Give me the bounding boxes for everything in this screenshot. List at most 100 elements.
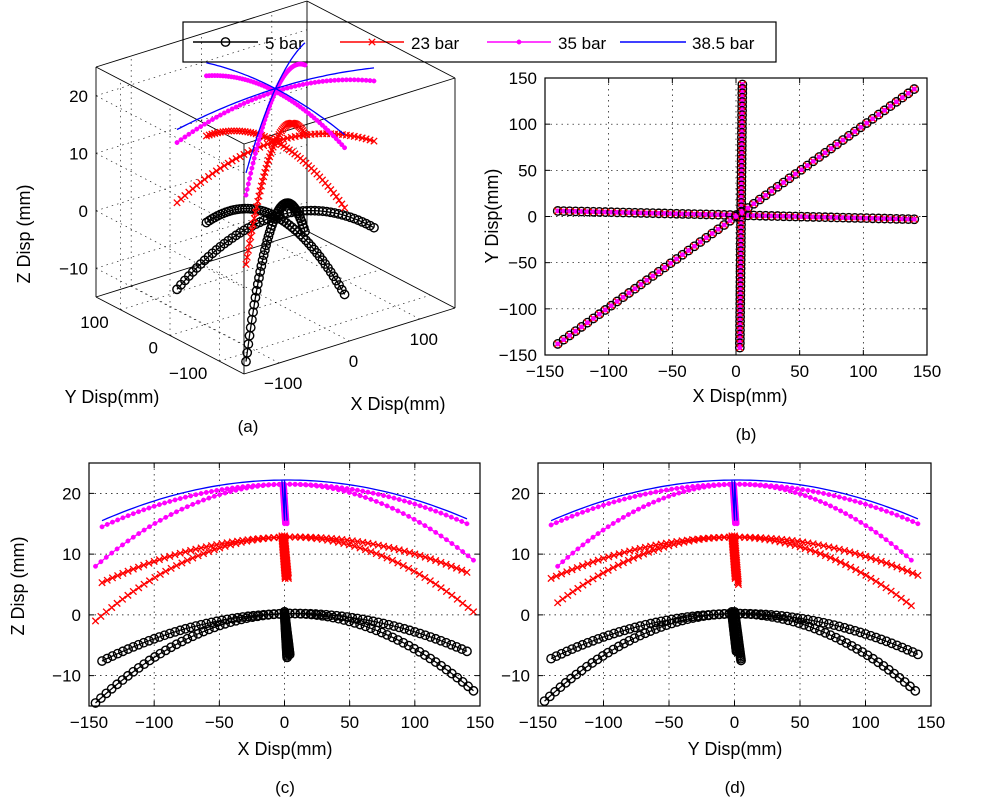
panel-c-series-2-curve-1-pt-58 xyxy=(406,513,412,519)
panel-c-series-2-curve-1-pt-36 xyxy=(287,481,293,487)
panel-a-series-0-sweep-2-pt-16 xyxy=(259,245,270,255)
panel-d-series-1-curve-1-pt-19 xyxy=(649,546,658,555)
panel-d-series-0-curve-0-pt-16 xyxy=(630,622,640,633)
panel-d-series-1-curve-1-pt-57 xyxy=(842,560,850,569)
panel-c-series-2-curve-1-pt-29 xyxy=(249,484,255,490)
panel-c-series-0-curve-0-pt-0 xyxy=(97,656,107,666)
panel-c-series-1-curve-1-pt-10 xyxy=(145,577,154,585)
panel-b-line-2-dot-28 xyxy=(721,222,727,228)
panel-d-series-2-curve-0-pt-23 xyxy=(669,486,675,492)
panel-d-series-0-curve-1-pt-30 xyxy=(698,611,709,622)
panel-d-series-2-curve-0-pt-49 xyxy=(805,487,811,493)
panel-a-ztick-label-3: 20 xyxy=(69,87,88,106)
panel-b-line-0-circle-60 xyxy=(909,214,920,225)
panel-b-line-2-dot-42 xyxy=(804,163,810,168)
panel-c-series-2-curve-0-pt-47 xyxy=(344,486,350,492)
panel-c-series-2-curve-1-pt-65 xyxy=(444,537,449,543)
panel-c-series-0-curve-1-pt-0 xyxy=(90,698,101,708)
panel-d-series-2-curve-1-pt-69 xyxy=(903,553,909,559)
panel-c-series-2-curve-1-pt-15 xyxy=(174,509,179,515)
panel-c-series-1-curve-0-pt-58 xyxy=(400,547,409,555)
panel-c-series-1-curve-1-pt-6 xyxy=(124,591,132,599)
panel-d-series-2-curve-1-pt-19 xyxy=(651,499,657,505)
panel-c-series-0-curve-1-pt-14 xyxy=(166,642,177,653)
panel-c-series-0-curve-1-pt-32 xyxy=(263,609,274,620)
panel-b-line-1-dot-60 xyxy=(737,345,743,351)
panel-c-series-1-curve-1-pt-26 xyxy=(232,539,240,548)
panel-d-series-1-curve-0-pt-7 xyxy=(584,560,592,568)
panel-c-series-2-curve-0-pt-50 xyxy=(360,488,366,494)
panel-d-xtick-label-3: 0 xyxy=(730,713,739,732)
panel-d-xtick-label-0: −150 xyxy=(519,713,557,732)
panel-a-ytick-label-0: −100 xyxy=(169,364,207,383)
panel-d-series-1-curve-1-pt-52 xyxy=(816,550,825,558)
panel-c-series-0-curve-2-pt-57 xyxy=(284,649,295,660)
panel-d-series-1-curve-1-pt-51 xyxy=(811,548,820,556)
panel-d-series-2-curve-1-pt-15 xyxy=(630,509,636,515)
panel-c-series-1-curve-1-pt-2 xyxy=(102,608,110,616)
panel-d-series-1-curve-0-pt-13 xyxy=(615,550,623,558)
panel-c-series-0-curve-1-pt-24 xyxy=(220,618,231,629)
panel-d-series-2-curve-0-pt-63 xyxy=(878,506,884,512)
panel-b-line-2-dot-43 xyxy=(810,158,816,164)
panel-d-series-2-curve-1-pt-31 xyxy=(711,483,717,489)
panel-d-series-2-curve-0-pt-20 xyxy=(653,489,659,495)
panel-d-series-0-curve-0-pt-12 xyxy=(609,628,619,639)
panel-d-series-2-curve-0-pt-56 xyxy=(842,495,847,501)
panel-a-series-1-sweep-2-pt-0 xyxy=(242,260,250,269)
panel-d-series-1-curve-1-pt-6 xyxy=(584,578,592,586)
panel-d-xtick-label-5: 100 xyxy=(851,713,879,732)
panel-d-series-2-curve-0-pt-62 xyxy=(873,505,879,511)
panel-c-series-2-curve-0-pt-13 xyxy=(167,498,173,504)
panel-d-series-0-curve-1-pt-55 xyxy=(830,632,841,643)
panel-d-series-2-curve-1-pt-65 xyxy=(883,537,889,543)
panel-b-line-2-dot-2 xyxy=(567,332,573,338)
panel-c-series-0-curve-0-pt-65 xyxy=(435,635,446,646)
panel-c-series-0-curve-0-pt-3 xyxy=(112,648,123,659)
panel-c-series-2-curve-1-pt-31 xyxy=(260,483,266,489)
panel-c-series-0-curve-1-pt-25 xyxy=(225,617,236,628)
panel-c-series-1-curve-1-pt-69 xyxy=(464,603,472,612)
panel-c-series-2-curve-0-pt-67 xyxy=(448,514,454,520)
panel-d-series-0-curve-0-pt-62 xyxy=(871,632,881,643)
panel-c-series-1-curve-1-pt-65 xyxy=(442,587,451,596)
panel-a-series-2-sweep-2-pt-2 xyxy=(245,181,251,187)
panel-d-series-2-curve-0-pt-67 xyxy=(899,514,905,520)
panel-c-series-1-curve-1-pt-17 xyxy=(183,556,191,565)
panel-d-series-2-curve-0-pt-64 xyxy=(884,508,889,514)
panel-a-series-0-sweep-1-pt-12 xyxy=(306,241,317,252)
panel-a-xgrid-floor-2 xyxy=(271,241,420,320)
panel-a-series-0-sweep-2-pt-8 xyxy=(250,292,261,303)
panel-c-series-2-curve-1-pt-21 xyxy=(206,495,212,501)
panel-c-series-1-curve-1-pt-48 xyxy=(351,542,359,551)
panel-c-series-0-curve-1-pt-45 xyxy=(333,613,344,624)
panel-d-series-2-curve-0-pt-60 xyxy=(863,501,868,507)
panel-c-series-0-curve-1-pt-48 xyxy=(349,617,360,628)
panel-b-xtick-label-4: 50 xyxy=(790,362,809,381)
panel-d-series-2-curve-0-pt-55 xyxy=(836,494,842,500)
panel-c-series-1-curve-1-pt-1 xyxy=(97,612,105,621)
panel-c-series-1-curve-0-pt-7 xyxy=(134,563,143,571)
panel-c-series-1-curve-0-pt-64 xyxy=(432,556,440,565)
panel-d-series-1-curve-1-pt-48 xyxy=(796,543,804,551)
panel-d-series-0-curve-0-pt-67 xyxy=(897,642,908,653)
panel-d-series-2-curve-1-pt-32 xyxy=(716,482,722,488)
panel-c-ytick-label-3: 20 xyxy=(62,484,81,503)
panel-b-line-2-dot-44 xyxy=(816,154,822,160)
panel-c-series-0-curve-0-pt-7 xyxy=(133,639,144,650)
panel-c-series-0-curve-1-pt-27 xyxy=(236,614,247,625)
panel-d-series-1-curve-0-pt-9 xyxy=(594,556,602,564)
panel-c-ylabel: Z Disp (mm) xyxy=(8,537,28,636)
panel-c-series-0-curve-0-pt-16 xyxy=(180,623,191,634)
panel-c-series-0-curve-0-pt-11 xyxy=(154,632,165,642)
panel-a-box-edge-6 xyxy=(306,0,456,79)
panel-b-line-2-dot-1 xyxy=(561,337,567,343)
panel-c-ytick-label-2: 10 xyxy=(62,545,81,564)
panel-c-series-2-curve-1-pt-32 xyxy=(265,482,271,488)
panel-d-series-0-curve-1-pt-33 xyxy=(714,609,725,620)
panel-d-series-1-curve-1-pt-21 xyxy=(660,543,668,551)
panel-c-series-1-curve-0-pt-17 xyxy=(187,546,195,555)
panel-d-series-2-curve-0-pt-59 xyxy=(857,500,863,506)
panel-d-series-0-curve-0-pt-60 xyxy=(860,629,871,639)
panel-c-series-1-curve-1-pt-25 xyxy=(226,541,235,549)
